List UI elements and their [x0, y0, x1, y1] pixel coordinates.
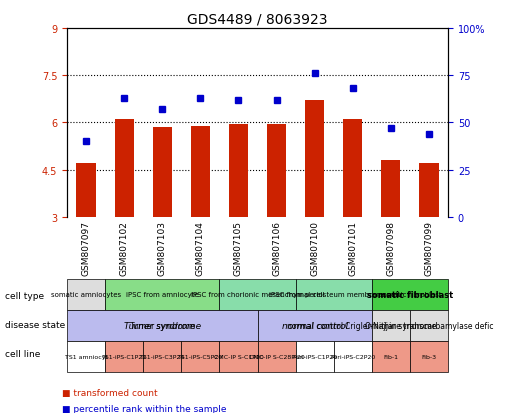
Text: GSM807099: GSM807099 [424, 221, 434, 275]
Text: iPSC from amniocyte: iPSC from amniocyte [126, 292, 199, 297]
Text: GSM807098: GSM807098 [386, 221, 396, 275]
Text: GSM807102: GSM807102 [119, 221, 129, 275]
Bar [229, 125, 248, 217]
Bar [114, 120, 134, 217]
Bar [419, 164, 439, 217]
Text: ■ percentile rank within the sample: ■ percentile rank within the sample [62, 404, 226, 413]
Text: GSM807106: GSM807106 [272, 221, 281, 275]
Text: Peri-iPS-C2P20: Peri-iPS-C2P20 [330, 354, 375, 359]
FancyBboxPatch shape [105, 341, 143, 372]
Text: CMC-IP S-C28P 20: CMC-IP S-C28P 20 [249, 354, 304, 359]
Text: Fib-3: Fib-3 [421, 354, 437, 359]
Text: normal control: normal control [287, 321, 342, 330]
Text: GSM807097: GSM807097 [81, 221, 91, 275]
FancyBboxPatch shape [219, 341, 258, 372]
Text: Peri-iPS-C1P20: Peri-iPS-C1P20 [292, 354, 337, 359]
FancyBboxPatch shape [372, 279, 448, 310]
Text: cell type: cell type [5, 292, 44, 301]
FancyBboxPatch shape [181, 341, 219, 372]
Text: TS1 amniocyt: TS1 amniocyt [64, 354, 108, 359]
Text: Ornithine transcarbamylase defic: Ornithine transcarbamylase defic [365, 321, 493, 330]
FancyBboxPatch shape [258, 310, 372, 341]
Text: somatic fibroblast: somatic fibroblast [379, 292, 441, 297]
FancyBboxPatch shape [219, 279, 296, 310]
Text: ■ transformed count: ■ transformed count [62, 388, 158, 397]
Text: GSM807101: GSM807101 [348, 221, 357, 275]
FancyBboxPatch shape [372, 341, 410, 372]
Text: Turner syndrome: Turner syndrome [130, 321, 195, 330]
Text: iPSC from chorionic mesenchymal cell: iPSC from chorionic mesenchymal cell [191, 292, 324, 297]
Text: normal control: normal control [282, 321, 348, 330]
Bar [153, 128, 172, 217]
FancyBboxPatch shape [105, 279, 219, 310]
Text: Turner syndrome: Turner syndrome [124, 321, 201, 330]
Bar [267, 125, 286, 217]
Title: GDS4489 / 8063923: GDS4489 / 8063923 [187, 12, 328, 26]
FancyBboxPatch shape [334, 341, 372, 372]
Text: TS1-iPS-C1P22: TS1-iPS-C1P22 [101, 354, 147, 359]
Bar [76, 164, 96, 217]
FancyBboxPatch shape [67, 310, 258, 341]
Bar [305, 101, 324, 217]
Text: iPSC from periosteum membrane cell: iPSC from periosteum membrane cell [269, 292, 399, 297]
FancyBboxPatch shape [372, 310, 410, 341]
FancyBboxPatch shape [296, 279, 372, 310]
Text: GSM807105: GSM807105 [234, 221, 243, 275]
Text: Fib-1: Fib-1 [383, 354, 399, 359]
FancyBboxPatch shape [296, 341, 334, 372]
FancyBboxPatch shape [410, 341, 448, 372]
Bar [382, 161, 401, 217]
FancyBboxPatch shape [67, 279, 105, 310]
Text: Crigler-Najjar syndrome: Crigler-Najjar syndrome [345, 321, 437, 330]
Text: disease state: disease state [5, 320, 65, 329]
Text: TS1-iPS-C5P20: TS1-iPS-C5P20 [178, 354, 223, 359]
Bar [191, 126, 210, 217]
Text: somatic amniocytes: somatic amniocytes [51, 292, 121, 297]
Bar [344, 120, 363, 217]
Text: GSM807103: GSM807103 [158, 221, 167, 275]
Text: somatic fibroblast: somatic fibroblast [367, 290, 453, 299]
Text: GSM807100: GSM807100 [310, 221, 319, 275]
Text: TS1-iPS-C3P24: TS1-iPS-C3P24 [140, 354, 185, 359]
FancyBboxPatch shape [410, 310, 448, 341]
FancyBboxPatch shape [67, 341, 105, 372]
Text: cell line: cell line [5, 349, 41, 358]
Text: GSM807104: GSM807104 [196, 221, 205, 275]
FancyBboxPatch shape [143, 341, 181, 372]
Text: CMC-IP S-C1P20: CMC-IP S-C1P20 [214, 354, 263, 359]
FancyBboxPatch shape [258, 341, 296, 372]
